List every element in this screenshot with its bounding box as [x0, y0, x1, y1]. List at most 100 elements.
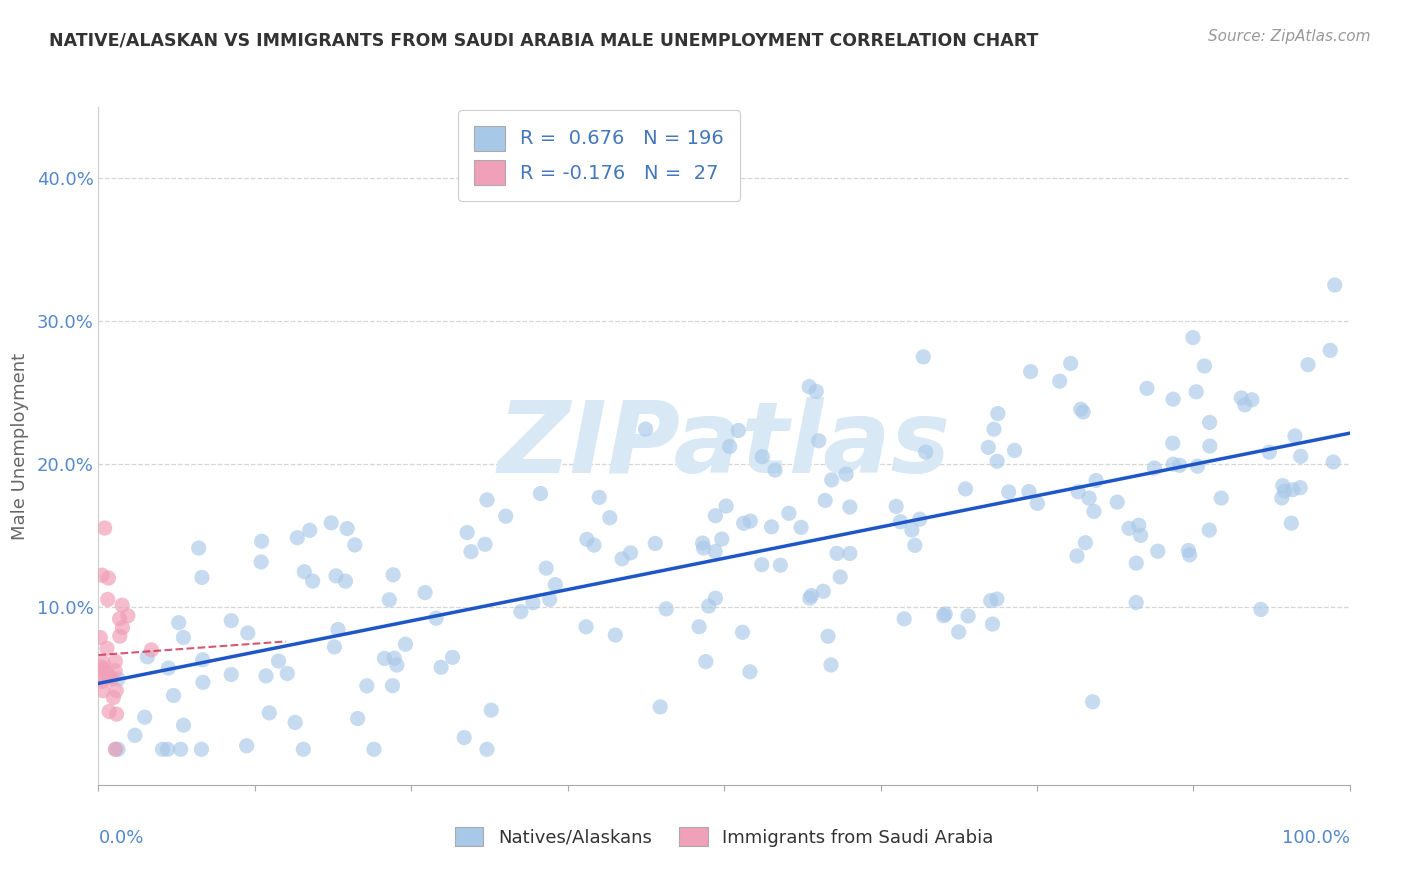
- Point: [751, 450, 773, 464]
- Point: [1083, 504, 1105, 518]
- Point: [336, 522, 359, 536]
- Point: [107, 672, 129, 686]
- Point: [820, 657, 842, 672]
- Point: [1322, 455, 1344, 469]
- Point: [1161, 392, 1184, 407]
- Y-axis label: Male Unemployment: Male Unemployment: [11, 352, 30, 540]
- Point: [91, 656, 114, 670]
- Point: [97, 669, 120, 683]
- Point: [650, 700, 672, 714]
- Point: [1258, 445, 1281, 459]
- Point: [1289, 481, 1312, 495]
- Text: 0.0%: 0.0%: [98, 829, 143, 847]
- Point: [453, 731, 475, 745]
- Point: [817, 629, 839, 643]
- Point: [799, 591, 821, 606]
- Point: [292, 565, 315, 579]
- Point: [1085, 474, 1108, 488]
- Point: [460, 544, 482, 558]
- Point: [981, 617, 1004, 632]
- Point: [1128, 518, 1150, 533]
- Point: [219, 614, 242, 628]
- Point: [276, 666, 298, 681]
- Point: [136, 649, 159, 664]
- Point: [1271, 491, 1294, 505]
- Point: [190, 742, 212, 756]
- Point: [90, 660, 112, 674]
- Point: [1198, 523, 1220, 537]
- Point: [1136, 381, 1159, 395]
- Point: [1019, 365, 1042, 379]
- Point: [105, 707, 128, 722]
- Point: [769, 558, 792, 573]
- Point: [1177, 543, 1199, 558]
- Point: [1161, 457, 1184, 471]
- Point: [714, 499, 737, 513]
- Point: [986, 454, 1008, 468]
- Point: [738, 665, 761, 679]
- Point: [385, 658, 408, 673]
- Point: [87, 669, 110, 683]
- Point: [695, 655, 717, 669]
- Point: [96, 641, 118, 656]
- Point: [1018, 484, 1040, 499]
- Point: [904, 538, 927, 552]
- Point: [111, 621, 134, 635]
- Point: [1026, 496, 1049, 510]
- Point: [93, 521, 115, 535]
- Point: [986, 592, 1008, 607]
- Point: [167, 615, 190, 630]
- Point: [100, 672, 122, 686]
- Point: [509, 605, 531, 619]
- Point: [692, 536, 714, 550]
- Point: [800, 589, 823, 603]
- Point: [538, 592, 561, 607]
- Point: [425, 611, 447, 625]
- Text: ZIPatlas: ZIPatlas: [498, 398, 950, 494]
- Point: [475, 742, 498, 756]
- Point: [495, 509, 517, 524]
- Point: [838, 500, 860, 514]
- Point: [285, 531, 308, 545]
- Point: [97, 571, 120, 585]
- Point: [1274, 483, 1296, 498]
- Point: [381, 679, 404, 693]
- Point: [250, 534, 273, 549]
- Point: [1146, 544, 1168, 558]
- Point: [740, 514, 762, 528]
- Point: [173, 718, 195, 732]
- Point: [1230, 391, 1253, 405]
- Point: [152, 742, 174, 756]
- Point: [1178, 548, 1201, 562]
- Point: [522, 596, 544, 610]
- Point: [191, 653, 214, 667]
- Point: [1070, 402, 1092, 417]
- Point: [634, 422, 657, 436]
- Point: [1161, 436, 1184, 450]
- Point: [219, 667, 242, 681]
- Point: [1049, 374, 1071, 388]
- Point: [267, 654, 290, 668]
- Point: [1071, 405, 1094, 419]
- Point: [704, 544, 727, 558]
- Point: [104, 742, 127, 756]
- Point: [91, 568, 114, 582]
- Point: [356, 679, 378, 693]
- Point: [644, 536, 666, 550]
- Point: [955, 482, 977, 496]
- Point: [382, 567, 405, 582]
- Point: [901, 523, 924, 537]
- Point: [534, 561, 557, 575]
- Point: [93, 662, 115, 676]
- Point: [292, 742, 315, 756]
- Point: [1168, 458, 1191, 473]
- Point: [104, 654, 127, 668]
- Point: [575, 533, 598, 547]
- Point: [107, 742, 129, 756]
- Point: [378, 592, 401, 607]
- Point: [1289, 450, 1312, 464]
- Legend: Natives/Alaskans, Immigrants from Saudi Arabia: Natives/Alaskans, Immigrants from Saudi …: [447, 820, 1001, 854]
- Point: [914, 445, 936, 459]
- Point: [1319, 343, 1341, 358]
- Point: [1198, 439, 1220, 453]
